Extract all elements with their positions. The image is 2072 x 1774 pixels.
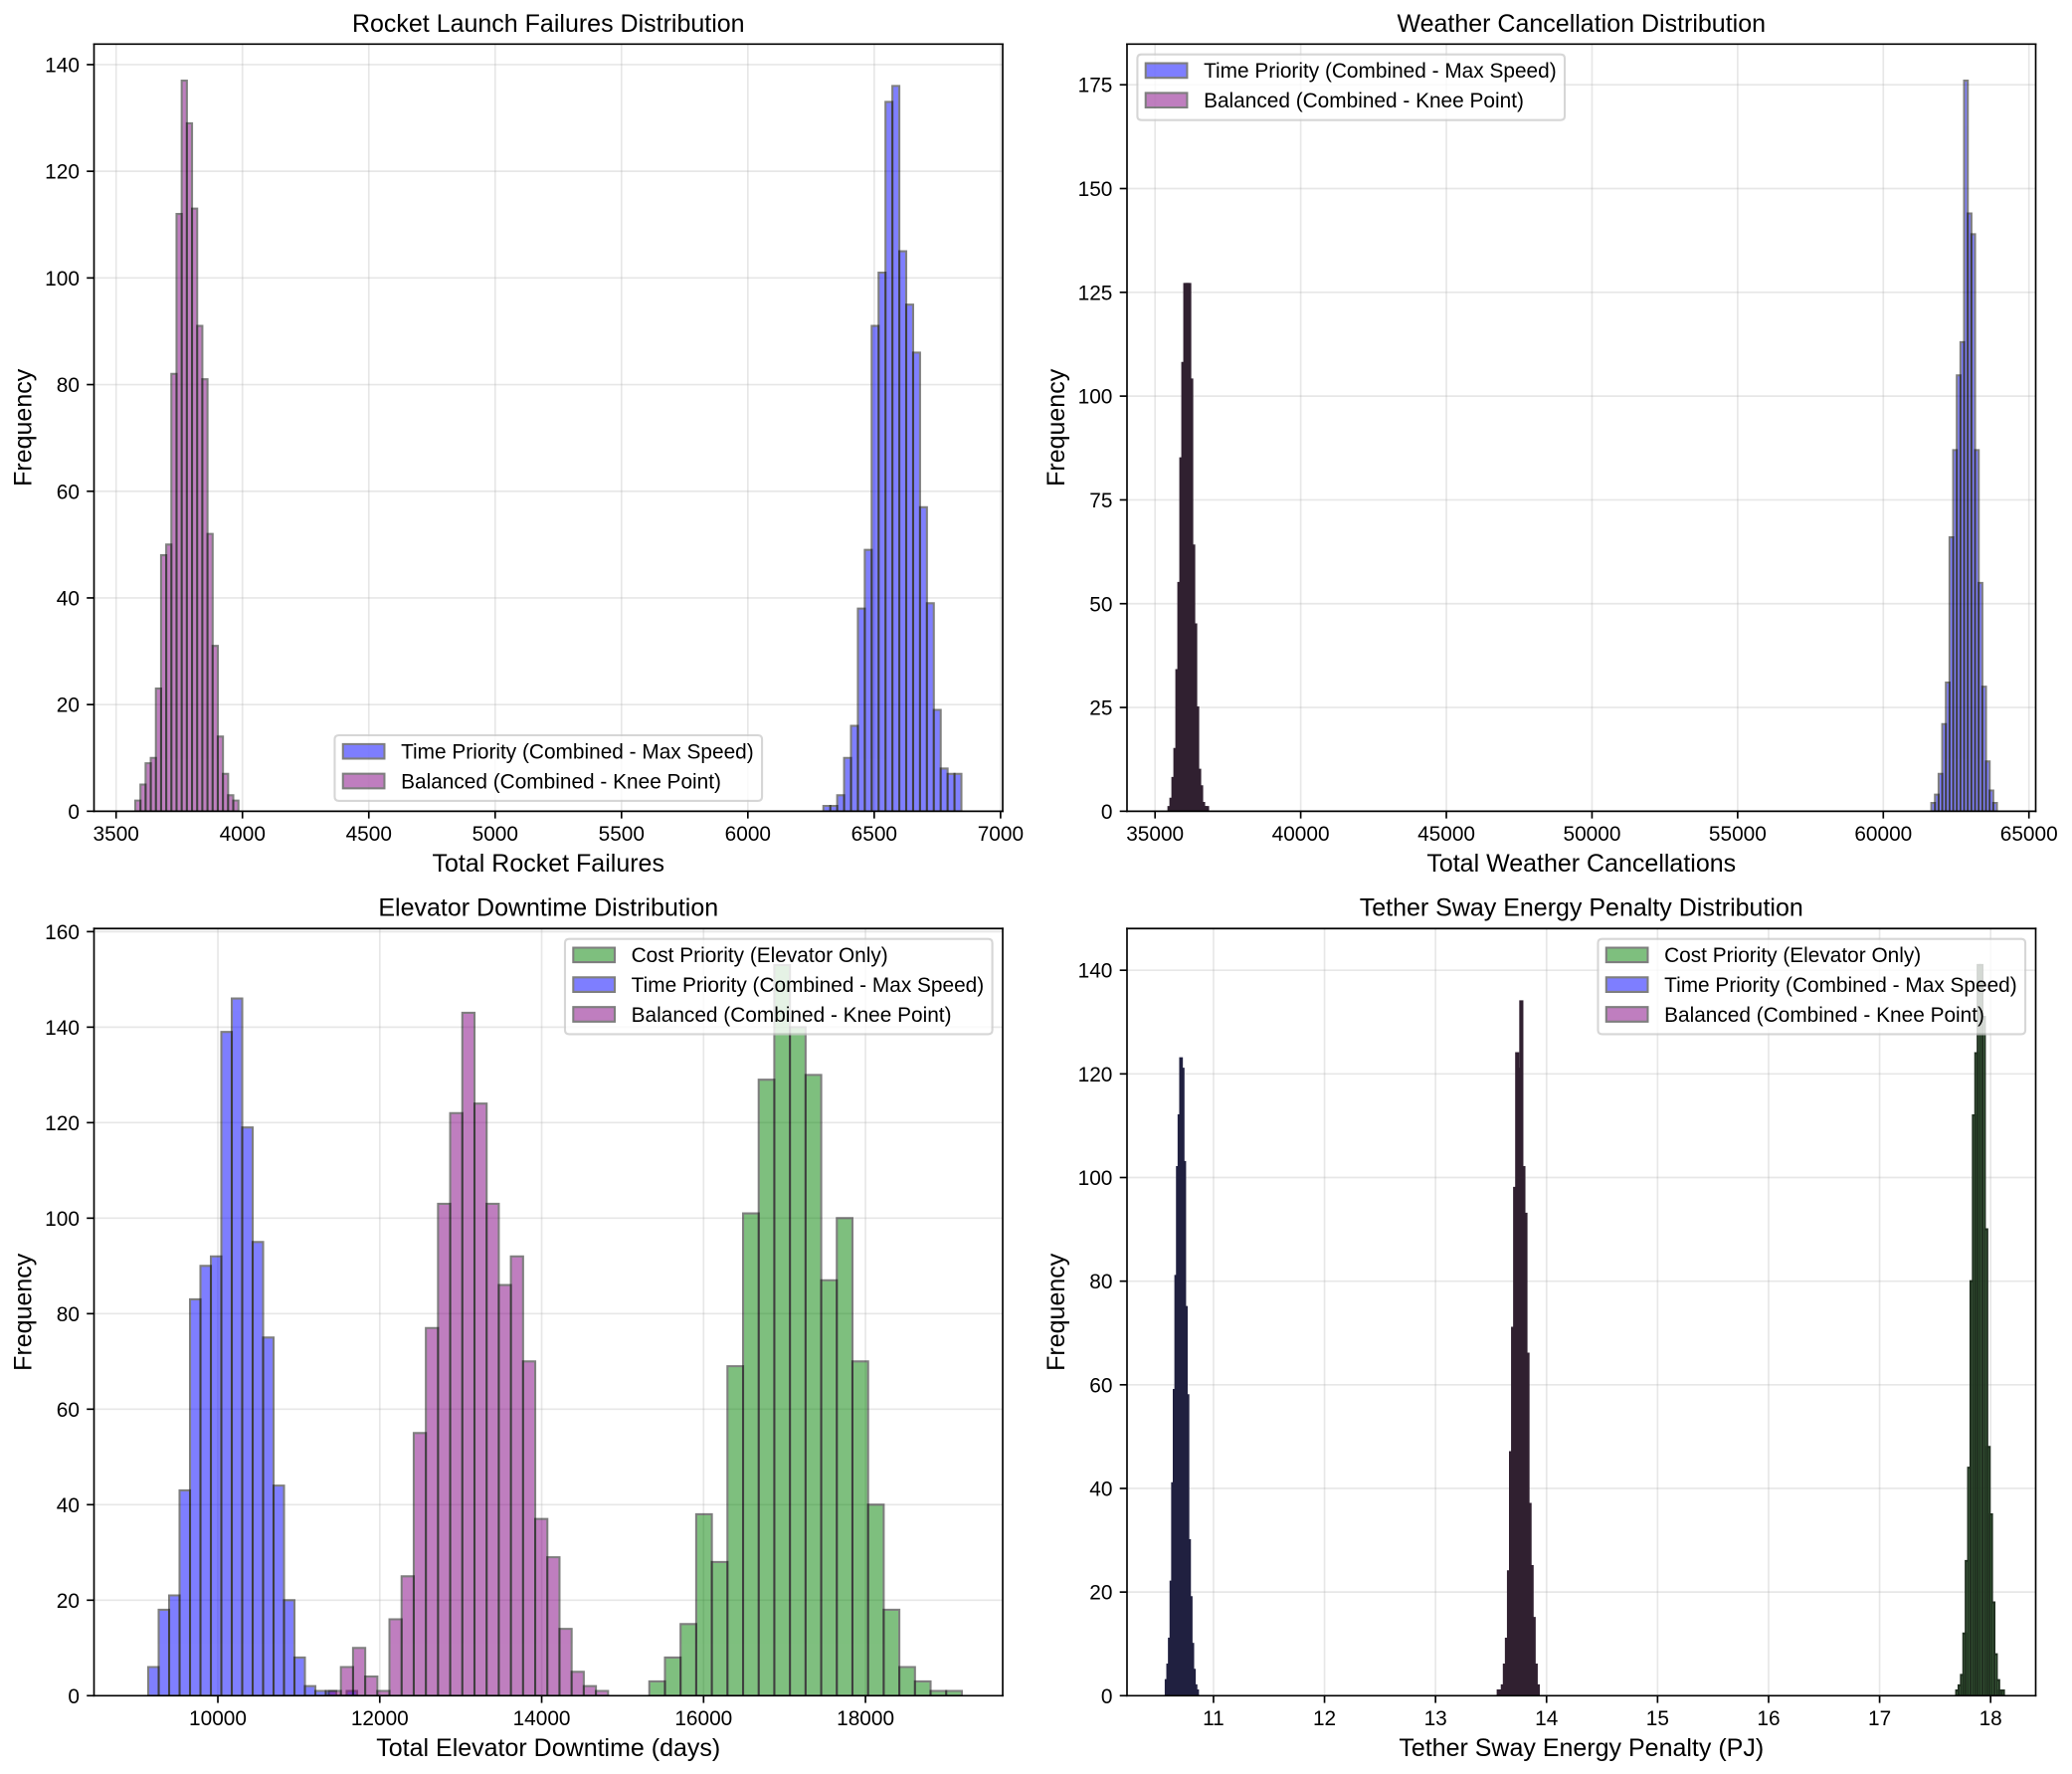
svg-text:50000: 50000	[1563, 823, 1620, 846]
svg-text:55000: 55000	[1709, 823, 1767, 846]
svg-text:Time Priority (Combined - Max: Time Priority (Combined - Max Speed)	[1664, 974, 2017, 997]
svg-text:120: 120	[45, 161, 80, 184]
svg-text:35000: 35000	[1126, 823, 1184, 846]
svg-text:125: 125	[1078, 282, 1113, 304]
svg-text:100: 100	[45, 268, 80, 291]
svg-text:16000: 16000	[674, 1707, 732, 1730]
svg-text:140: 140	[45, 54, 80, 77]
svg-text:140: 140	[1078, 960, 1113, 983]
svg-text:150: 150	[1078, 178, 1113, 201]
svg-text:6500: 6500	[851, 823, 897, 846]
svg-text:175: 175	[1078, 75, 1113, 98]
svg-text:14000: 14000	[513, 1707, 571, 1730]
svg-text:60: 60	[57, 481, 80, 503]
svg-text:100: 100	[45, 1208, 80, 1231]
svg-text:Frequency: Frequency	[10, 1253, 38, 1371]
svg-text:12000: 12000	[351, 1707, 409, 1730]
svg-text:20: 20	[57, 1590, 80, 1613]
svg-text:7000: 7000	[978, 823, 1024, 846]
svg-text:40: 40	[57, 588, 80, 611]
svg-text:5500: 5500	[599, 823, 645, 846]
svg-text:Frequency: Frequency	[1042, 368, 1070, 487]
svg-text:80: 80	[1089, 1271, 1112, 1293]
svg-text:Cost Priority (Elevator Only): Cost Priority (Elevator Only)	[632, 944, 888, 967]
svg-text:Time Priority (Combined - Max: Time Priority (Combined - Max Speed)	[401, 740, 754, 763]
svg-text:15: 15	[1646, 1707, 1669, 1730]
svg-text:3500: 3500	[94, 823, 139, 846]
svg-text:0: 0	[68, 1685, 80, 1708]
svg-text:Time Priority (Combined - Max: Time Priority (Combined - Max Speed)	[632, 974, 985, 997]
svg-text:45000: 45000	[1417, 823, 1475, 846]
svg-text:4000: 4000	[220, 823, 266, 846]
svg-text:60000: 60000	[1854, 823, 1912, 846]
svg-text:Tether Sway Energy Penalty (PJ: Tether Sway Energy Penalty (PJ)	[1399, 1734, 1764, 1762]
svg-text:100: 100	[1078, 386, 1113, 409]
svg-text:Tether Sway Energy Penalty Dis: Tether Sway Energy Penalty Distribution	[1360, 894, 1803, 922]
svg-text:18000: 18000	[837, 1707, 894, 1730]
svg-text:Total Weather Cancellations: Total Weather Cancellations	[1426, 850, 1736, 878]
svg-text:4500: 4500	[346, 823, 392, 846]
svg-text:Cost Priority (Elevator Only): Cost Priority (Elevator Only)	[1664, 944, 1921, 967]
svg-text:Time Priority (Combined - Max: Time Priority (Combined - Max Speed)	[1204, 60, 1557, 83]
svg-text:20: 20	[1089, 1582, 1112, 1605]
svg-text:Rocket Launch Failures Distrib: Rocket Launch Failures Distribution	[352, 10, 745, 38]
svg-text:60: 60	[57, 1399, 80, 1422]
svg-text:140: 140	[45, 1017, 80, 1040]
svg-text:Frequency: Frequency	[1042, 1253, 1070, 1371]
svg-text:0: 0	[1101, 1685, 1113, 1708]
svg-text:80: 80	[57, 1303, 80, 1326]
svg-text:Total Rocket Failures: Total Rocket Failures	[433, 850, 664, 878]
svg-text:65000: 65000	[2000, 823, 2058, 846]
svg-text:18: 18	[1979, 1707, 2002, 1730]
svg-text:0: 0	[68, 801, 80, 824]
svg-text:120: 120	[1078, 1064, 1113, 1086]
svg-text:Total Elevator Downtime (days): Total Elevator Downtime (days)	[376, 1734, 720, 1762]
svg-text:14: 14	[1535, 1707, 1558, 1730]
svg-text:Elevator Downtime Distribution: Elevator Downtime Distribution	[378, 894, 718, 922]
svg-text:40000: 40000	[1272, 823, 1330, 846]
svg-text:0: 0	[1101, 801, 1113, 824]
svg-text:60: 60	[1089, 1374, 1112, 1397]
svg-text:10000: 10000	[189, 1707, 247, 1730]
svg-text:80: 80	[57, 374, 80, 397]
svg-text:Balanced (Combined - Knee Poin: Balanced (Combined - Knee Point)	[1204, 90, 1524, 112]
svg-text:Frequency: Frequency	[10, 368, 38, 487]
svg-text:13: 13	[1424, 1707, 1447, 1730]
svg-text:20: 20	[57, 694, 80, 717]
svg-text:120: 120	[45, 1112, 80, 1135]
svg-text:Balanced (Combined - Knee Poin: Balanced (Combined - Knee Point)	[632, 1004, 952, 1027]
svg-text:17: 17	[1868, 1707, 1891, 1730]
svg-text:11: 11	[1203, 1707, 1224, 1730]
svg-text:40: 40	[57, 1494, 80, 1517]
svg-text:Balanced (Combined - Knee Poin: Balanced (Combined - Knee Point)	[401, 770, 721, 793]
svg-text:5000: 5000	[472, 823, 518, 846]
svg-text:100: 100	[1078, 1167, 1113, 1190]
svg-text:50: 50	[1089, 593, 1112, 616]
svg-text:6000: 6000	[725, 823, 771, 846]
svg-text:Balanced (Combined - Knee Poin: Balanced (Combined - Knee Point)	[1664, 1004, 1984, 1027]
svg-text:12: 12	[1313, 1707, 1336, 1730]
svg-text:16: 16	[1757, 1707, 1780, 1730]
svg-text:75: 75	[1089, 490, 1112, 512]
svg-text:40: 40	[1089, 1478, 1112, 1501]
svg-text:160: 160	[45, 921, 80, 944]
svg-text:25: 25	[1089, 697, 1112, 720]
svg-text:Weather Cancellation Distribut: Weather Cancellation Distribution	[1397, 10, 1766, 38]
